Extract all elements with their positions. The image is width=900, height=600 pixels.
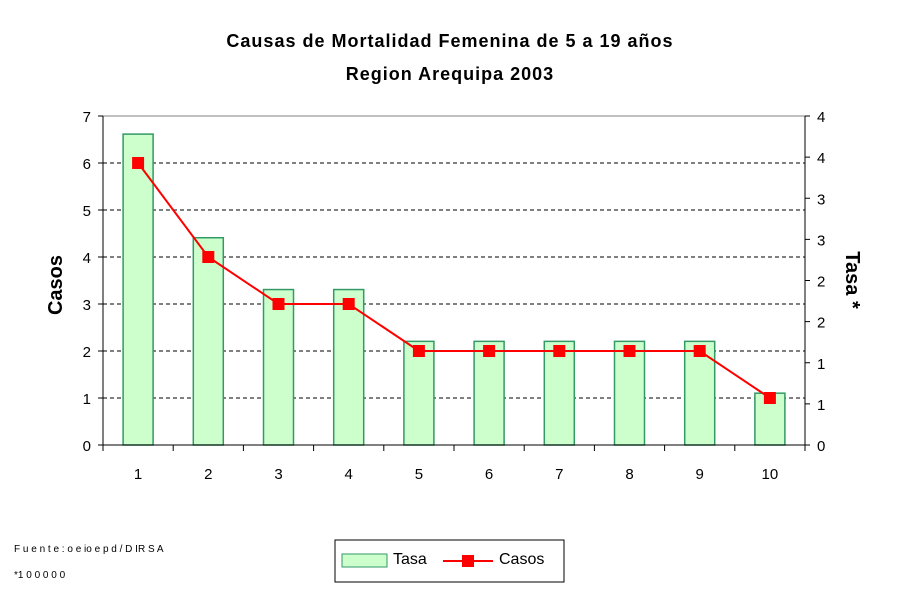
point-casos bbox=[412, 345, 425, 357]
rate-note: *1 0 0 0 0 0 bbox=[14, 570, 66, 581]
y2-tick-label: 3 bbox=[817, 191, 825, 208]
y-tick-label: 2 bbox=[83, 344, 91, 361]
point-casos bbox=[553, 345, 566, 357]
y2-tick-label: 0 bbox=[817, 438, 825, 455]
x-tick-label: 3 bbox=[274, 466, 282, 483]
point-casos bbox=[272, 298, 285, 310]
x-tick-label: 9 bbox=[696, 466, 704, 483]
point-casos bbox=[623, 345, 636, 357]
legend-swatch-tasa bbox=[341, 553, 388, 568]
bar-tasa bbox=[543, 340, 576, 446]
point-casos bbox=[132, 157, 145, 169]
chart-title: Causas de Mortalidad Femenina de 5 a 19 … bbox=[226, 31, 673, 51]
x-tick-label: 10 bbox=[762, 466, 779, 483]
x-tick-label: 7 bbox=[555, 466, 563, 483]
y2-axis-label: Tasa * bbox=[841, 251, 863, 309]
x-tick-label: 5 bbox=[415, 466, 423, 483]
chart-subtitle: Region Arequipa 2003 bbox=[346, 64, 554, 84]
bar-tasa bbox=[262, 288, 295, 446]
line-casos bbox=[137, 162, 771, 399]
x-tick-label: 1 bbox=[134, 466, 142, 483]
y-tick-label: 3 bbox=[83, 297, 91, 314]
y2-tick-label: 2 bbox=[817, 315, 825, 332]
legend-label-tasa: Tasa bbox=[393, 551, 427, 568]
source-note: F u e n t e : o e io e p d / D IR S A bbox=[14, 544, 164, 555]
x-tick-label: 6 bbox=[485, 466, 493, 483]
x-tick-label: 2 bbox=[204, 466, 212, 483]
y-tick-label: 1 bbox=[83, 391, 91, 408]
x-tick-label: 8 bbox=[625, 466, 633, 483]
y-tick-label: 5 bbox=[83, 203, 91, 220]
point-casos bbox=[483, 345, 496, 357]
y-tick-label: 0 bbox=[83, 438, 91, 455]
y-tick-label: 7 bbox=[83, 109, 91, 126]
y2-tick-label: 4 bbox=[817, 109, 825, 126]
y2-tick-label: 4 bbox=[817, 150, 825, 167]
point-casos bbox=[342, 298, 355, 310]
legend: Tasa Casos bbox=[334, 539, 565, 583]
y-axis-label: Casos bbox=[45, 255, 67, 315]
y2-tick-label: 3 bbox=[817, 232, 825, 249]
legend-marker-casos bbox=[462, 555, 474, 567]
bar-tasa bbox=[192, 236, 225, 446]
bar-tasa bbox=[332, 288, 365, 446]
y-tick-label: 4 bbox=[83, 250, 91, 267]
bar-tasa bbox=[403, 340, 435, 446]
x-tick-label: 4 bbox=[345, 466, 353, 483]
y2-tick-label: 2 bbox=[817, 274, 825, 291]
point-casos bbox=[763, 392, 776, 404]
y2-tick-label: 1 bbox=[817, 397, 825, 414]
point-casos bbox=[693, 345, 706, 357]
y2-tick-label: 1 bbox=[817, 356, 825, 373]
legend-label-casos: Casos bbox=[499, 551, 544, 568]
bar-tasa bbox=[122, 133, 154, 446]
y-tick-label: 6 bbox=[83, 156, 91, 173]
point-casos bbox=[202, 251, 215, 263]
